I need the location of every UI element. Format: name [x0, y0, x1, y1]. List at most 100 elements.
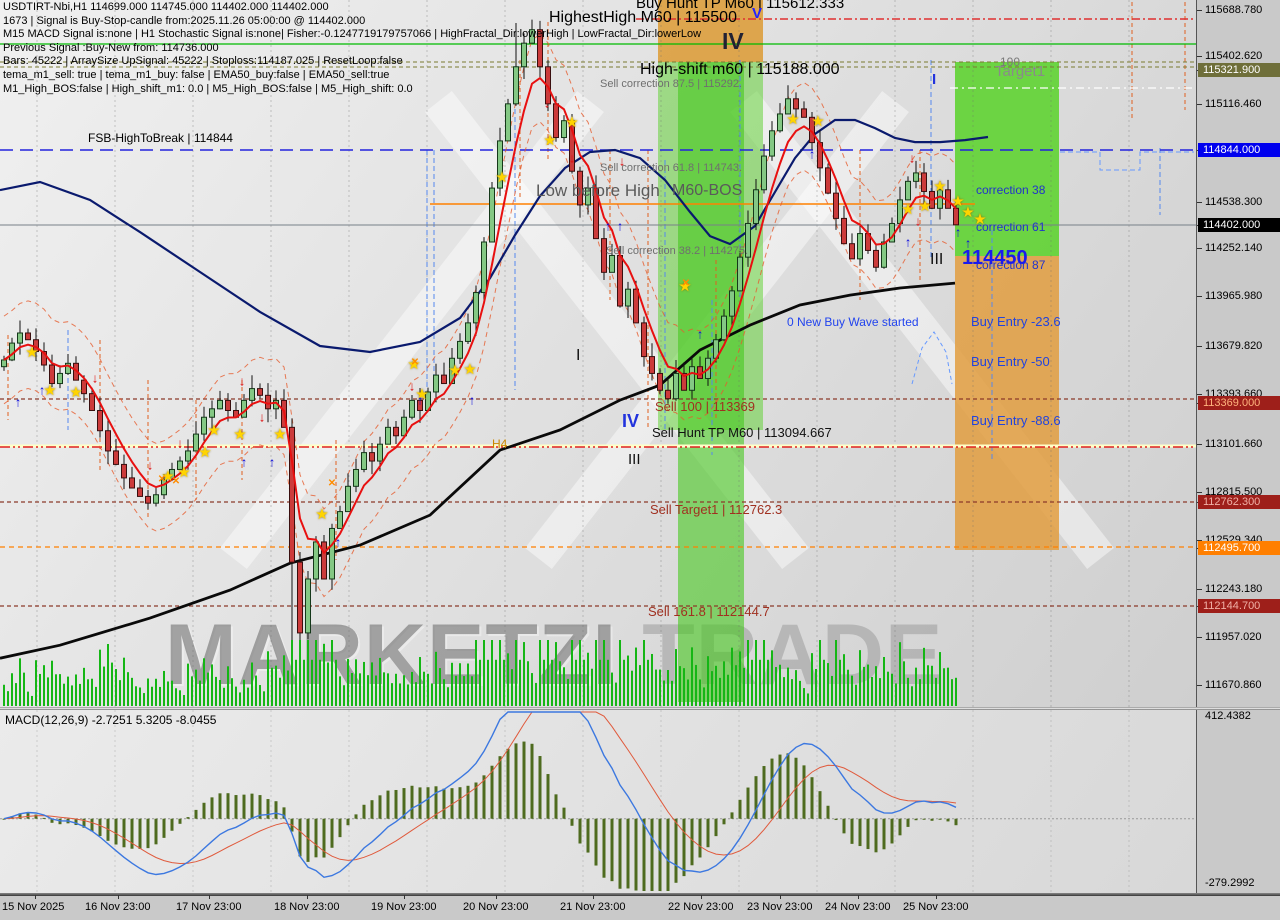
candle-body-up — [761, 155, 767, 191]
candle-body-up — [777, 113, 783, 132]
candle-body-up — [409, 399, 415, 418]
macd-histogram-bar — [210, 797, 214, 819]
roman-iii-mid: III — [628, 451, 641, 468]
price-tick — [1197, 10, 1202, 11]
volume-bar — [299, 640, 301, 706]
macd-panel[interactable]: MACD(12,26,9) -2.7251 5.3205 -8.0455 — [0, 710, 1196, 893]
candle-body-up — [457, 340, 463, 359]
volume-bar — [687, 679, 689, 706]
volume-bar — [523, 642, 525, 706]
price-badge: 114402.000 — [1198, 218, 1280, 232]
volume-bar — [835, 640, 837, 706]
x-marker: ✕ — [171, 476, 181, 487]
watermark-part1: MARKETZI — [165, 607, 618, 703]
volume-bar — [735, 665, 737, 706]
macd-min-label: -279.2992 — [1205, 877, 1255, 889]
volume-bar — [775, 667, 777, 706]
volume-bar — [827, 663, 829, 706]
volume-bar — [267, 651, 269, 706]
volume-bar — [811, 653, 813, 706]
volume-bar — [335, 659, 337, 706]
volume-bar — [815, 668, 817, 706]
volume-bar — [647, 659, 649, 706]
macd-histogram-bar — [898, 818, 902, 836]
volume-bar — [319, 659, 321, 706]
volume-bar — [595, 640, 597, 706]
time-tick-label: 16 Nov 23:00 — [85, 901, 151, 913]
volume-bar — [743, 667, 745, 706]
correction-87-label: correction 87 — [976, 258, 1046, 272]
time-axis-border — [0, 895, 1280, 896]
macd-histogram-bar — [346, 818, 350, 826]
volume-bar — [131, 677, 133, 706]
volume-bar — [535, 682, 537, 706]
candle-body-up — [505, 103, 511, 142]
volume-bar — [39, 673, 41, 706]
time-tick — [35, 895, 36, 899]
m60-bos-label: M60-BOS — [672, 182, 743, 199]
volume-bar — [399, 683, 401, 706]
candle-body-down — [417, 399, 423, 411]
price-chart-area[interactable]: MARKETZI TRADE USDTIRT-Nbi,H1 114699.000… — [0, 0, 1196, 708]
buy-arrow: ↑ — [468, 392, 476, 408]
volume-bar — [695, 664, 697, 706]
volume-bar — [235, 686, 237, 706]
candle-body-up — [521, 42, 527, 68]
macd-signal-line — [3, 711, 957, 865]
macd-histogram-bar — [906, 818, 910, 827]
volume-bar — [135, 686, 137, 706]
volume-bar — [759, 659, 761, 706]
macd-histogram-bar — [874, 818, 878, 853]
volume-bar — [795, 670, 797, 706]
candle-body-down — [441, 374, 447, 385]
volume-bar — [939, 652, 941, 706]
volume-bar — [435, 651, 437, 706]
macd-histogram-bar — [226, 793, 230, 819]
macd-histogram-bar — [378, 795, 382, 819]
macd-histogram-bar — [418, 787, 422, 819]
info-line-1: USDTIRT-Nbi,H1 114699.000 114745.000 114… — [3, 1, 329, 13]
candle-body-down — [665, 389, 671, 400]
macd-histogram-bar — [186, 817, 190, 819]
macd-histogram-bar — [626, 818, 630, 889]
price-axis[interactable]: 115688.780 115402.620 115321.900 115116.460… — [1196, 0, 1280, 895]
panel-separator[interactable] — [0, 707, 1280, 710]
volume-bar — [839, 659, 841, 706]
star-marker: ★ — [408, 356, 420, 372]
macd-histogram-bar — [490, 765, 494, 819]
volume-bar — [847, 669, 849, 706]
volume-bar — [879, 678, 881, 706]
macd-histogram-bar — [98, 818, 102, 836]
volume-bar — [143, 693, 145, 706]
candle-body-down — [649, 356, 655, 374]
volume-bar — [643, 640, 645, 706]
time-tick-label: 21 Nov 23:00 — [560, 901, 626, 913]
candle-body-down — [841, 217, 847, 245]
volume-bar — [35, 660, 37, 706]
price-tick — [1197, 248, 1202, 249]
macd-histogram-bar — [506, 748, 510, 819]
volume-bar — [503, 659, 505, 706]
sell-arrow: ↓ — [914, 213, 922, 229]
volume-bar — [211, 664, 213, 706]
roman-iii-right: III — [930, 251, 944, 268]
volume-bar — [423, 671, 425, 706]
volume-bar — [347, 658, 349, 706]
candle-body-down — [569, 120, 575, 172]
price-tick — [1197, 202, 1202, 203]
volume-bar — [703, 687, 705, 706]
macd-histogram-bar — [858, 818, 862, 847]
time-axis[interactable]: 15 Nov 2025 16 Nov 23:00 17 Nov 23:00 18 No… — [0, 895, 1280, 920]
price-tick — [1197, 346, 1202, 347]
buy-arrow: ↑ — [616, 218, 624, 234]
candle-body-up — [217, 399, 223, 410]
volume-bar — [287, 670, 289, 706]
candle-body-up — [17, 332, 23, 344]
candle-body-up — [209, 408, 215, 418]
macd-histogram-bar — [730, 812, 734, 819]
macd-histogram-bar — [530, 743, 534, 819]
macd-histogram-bar — [106, 818, 110, 841]
macd-histogram-bar — [394, 789, 398, 819]
star-marker: ★ — [26, 344, 38, 360]
candle-body-down — [113, 450, 119, 465]
